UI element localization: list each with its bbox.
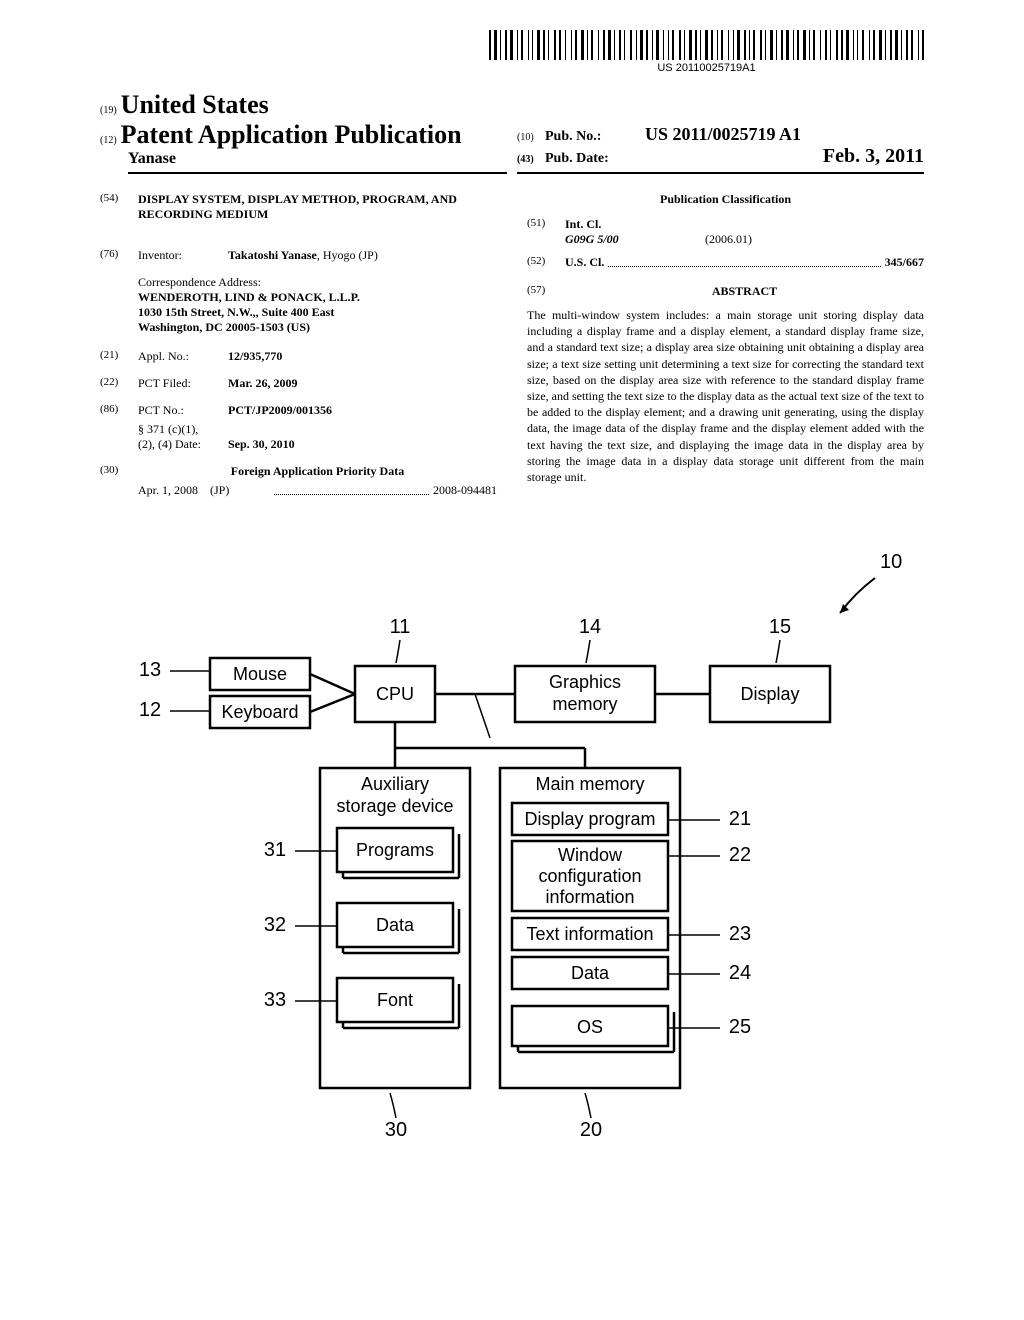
ref-12: 12 xyxy=(139,699,161,721)
code-43: (43) xyxy=(517,154,545,165)
corr-line2: 1030 15th Street, N.W.,, Suite 400 East xyxy=(138,305,497,320)
intcl-symbol: G09G 5/00 xyxy=(565,232,705,247)
code-12: (12) xyxy=(100,135,117,146)
pct-no: PCT/JP2009/001356 xyxy=(228,403,497,418)
fig-display: Display xyxy=(740,684,799,704)
abstract-text: The multi-window system includes: a main… xyxy=(527,307,924,485)
pct-no-label: PCT No.: xyxy=(138,403,228,418)
inventor-name: Takatoshi Yanase xyxy=(228,248,317,262)
pct-filed: Mar. 26, 2009 xyxy=(228,376,497,391)
ref-25: 25 xyxy=(729,1016,751,1038)
patent-title: DISPLAY SYSTEM, DISPLAY METHOD, PROGRAM,… xyxy=(138,192,497,222)
ref-24: 24 xyxy=(729,962,751,984)
fig-data-main: Data xyxy=(571,963,610,983)
fig-main-memory: Main memory xyxy=(535,774,644,794)
barcode-area: US 20110025719A1 xyxy=(489,30,924,74)
uscl-label: U.S. Cl. xyxy=(565,255,604,270)
fig-wc1: Window xyxy=(558,845,623,865)
left-column: (54) DISPLAY SYSTEM, DISPLAY METHOD, PRO… xyxy=(100,192,497,498)
fig-wc2: configuration xyxy=(538,866,641,886)
corr-line1: WENDEROTH, LIND & PONACK, L.L.P. xyxy=(138,290,497,305)
fig-aux1: Auxiliary xyxy=(361,774,429,794)
fig-graphics2: memory xyxy=(552,694,617,714)
fig-cpu: CPU xyxy=(376,684,414,704)
fig-wc3: information xyxy=(545,887,634,907)
pub-date: Feb. 3, 2011 xyxy=(823,145,924,168)
bibliographic-columns: (54) DISPLAY SYSTEM, DISPLAY METHOD, PRO… xyxy=(100,192,924,498)
right-column: Publication Classification (51) Int. Cl.… xyxy=(527,192,924,498)
s371-label1: § 371 (c)(1), xyxy=(138,422,228,437)
ref-11: 11 xyxy=(390,616,411,638)
corr-line3: Washington, DC 20005-1503 (US) xyxy=(138,320,497,335)
fig-data-aux: Data xyxy=(376,915,415,935)
classification-heading: Publication Classification xyxy=(527,192,924,207)
appl-label: Appl. No.: xyxy=(138,349,228,364)
ref-30: 30 xyxy=(385,1119,407,1138)
s371-date: Sep. 30, 2010 xyxy=(228,437,497,452)
ref-33: 33 xyxy=(264,989,286,1011)
priority-country: (JP) xyxy=(210,483,270,498)
fig-aux2: storage device xyxy=(336,796,453,816)
figure-1: 10 11 14 15 13 12 Mouse Keyboard CPU xyxy=(100,538,924,1138)
fig-programs: Programs xyxy=(356,840,434,860)
code-57: (57) xyxy=(527,284,565,307)
ref-23: 23 xyxy=(729,923,751,945)
abstract-heading: ABSTRACT xyxy=(565,284,924,299)
country: United States xyxy=(121,90,269,119)
code-21: (21) xyxy=(100,349,138,364)
priority-row: Apr. 1, 2008 (JP) 2008-094481 xyxy=(100,483,497,498)
fig-os: OS xyxy=(577,1017,603,1037)
ref-13: 13 xyxy=(139,659,161,681)
barcode xyxy=(489,30,924,60)
code-19: (19) xyxy=(100,105,117,116)
priority-num: 2008-094481 xyxy=(433,483,497,498)
ref-15: 15 xyxy=(769,616,791,638)
header: (19) United States (12) Patent Applicati… xyxy=(100,90,924,174)
priority-date: Apr. 1, 2008 xyxy=(100,483,210,498)
fig-mouse: Mouse xyxy=(233,664,287,684)
pub-type: Patent Application Publication xyxy=(121,120,462,149)
code-30: (30) xyxy=(100,464,138,479)
ref-21: 21 xyxy=(729,808,751,830)
fig-graphics1: Graphics xyxy=(549,672,621,692)
corr-label: Correspondence Address: xyxy=(138,275,497,290)
code-52: (52) xyxy=(527,255,565,270)
ref-22: 22 xyxy=(729,844,751,866)
inventor-loc: , Hyogo (JP) xyxy=(317,248,378,262)
pub-no-label: Pub. No.: xyxy=(545,129,645,145)
fig-font: Font xyxy=(377,990,413,1010)
ref-20: 20 xyxy=(580,1119,602,1138)
code-22: (22) xyxy=(100,376,138,391)
barcode-number: US 20110025719A1 xyxy=(489,62,924,74)
code-10: (10) xyxy=(517,132,545,143)
priority-heading: Foreign Application Priority Data xyxy=(138,464,497,479)
author: Yanase xyxy=(128,150,507,174)
ref-14: 14 xyxy=(579,616,601,638)
intcl-label: Int. Cl. xyxy=(565,217,601,232)
fig-display-program: Display program xyxy=(524,809,655,829)
ref-31: 31 xyxy=(264,839,286,861)
ref-32: 32 xyxy=(264,914,286,936)
inventor-value: Takatoshi Yanase, Hyogo (JP) xyxy=(228,248,497,263)
pct-filed-label: PCT Filed: xyxy=(138,376,228,391)
correspondence-address: Correspondence Address: WENDEROTH, LIND … xyxy=(138,275,497,335)
s371-label2: (2), (4) Date: xyxy=(138,437,228,452)
pub-date-label: Pub. Date: xyxy=(545,151,645,167)
uscl-value: 345/667 xyxy=(885,255,924,270)
fig-text-info: Text information xyxy=(526,924,653,944)
code-86: (86) xyxy=(100,403,138,418)
code-51: (51) xyxy=(527,217,565,232)
code-54: (54) xyxy=(100,192,138,236)
appl-no: 12/935,770 xyxy=(228,349,497,364)
inventor-label: Inventor: xyxy=(138,248,228,263)
intcl-date: (2006.01) xyxy=(705,232,752,247)
pub-no: US 2011/0025719 A1 xyxy=(645,124,801,145)
code-76: (76) xyxy=(100,248,138,263)
fig-keyboard: Keyboard xyxy=(221,702,298,722)
ref-10: 10 xyxy=(880,551,902,573)
